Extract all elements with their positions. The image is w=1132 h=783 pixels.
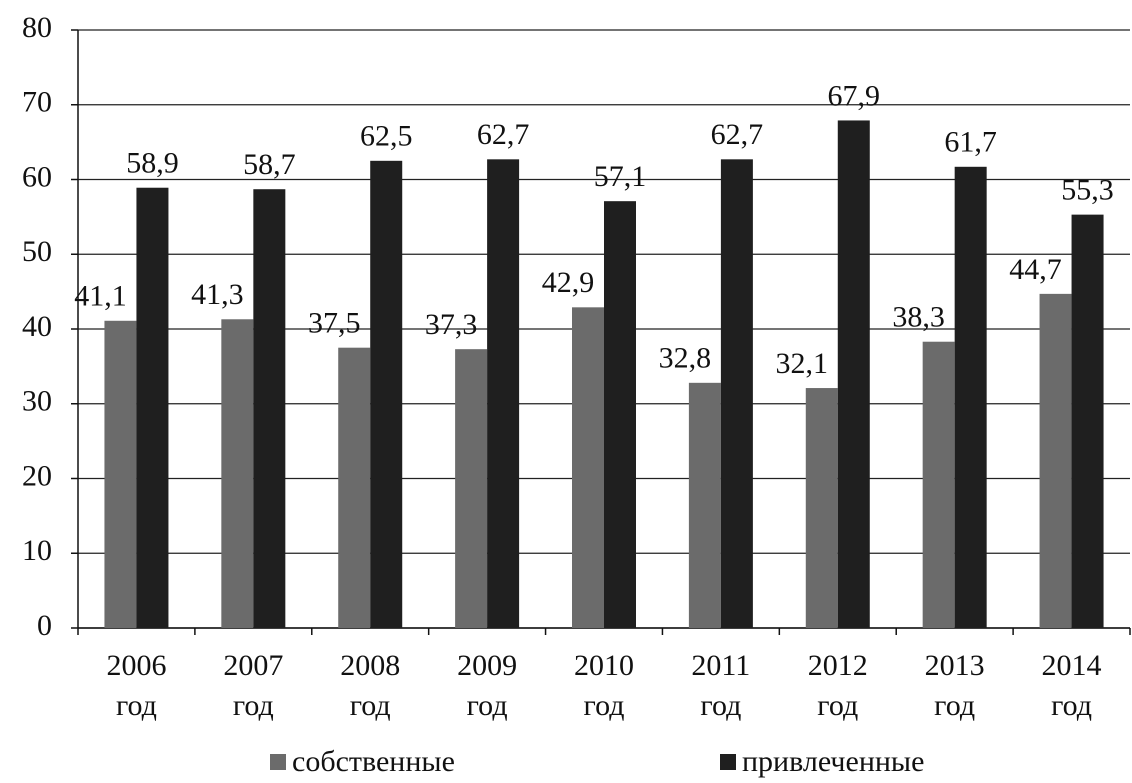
x-tick-label: 2012 год [807,649,868,722]
x-tick-label: 2006 год [106,649,167,722]
y-tick-label: 80 [22,11,52,44]
bar [221,319,254,628]
x-tick-label: 2014 год [1041,649,1102,722]
bar [688,382,721,628]
y-tick-label: 70 [22,86,52,119]
bar [954,166,987,629]
data-label: 62,7 [711,118,764,151]
data-label: 41,3 [191,278,244,311]
data-label: 32,1 [776,347,829,380]
bar [837,120,870,628]
bar [1039,293,1072,628]
data-label: 38,3 [892,301,945,334]
bar [922,341,955,628]
y-tick-label: 0 [37,609,52,642]
data-label: 37,3 [425,308,478,341]
data-label: 37,5 [308,307,361,340]
x-tick-label: 2013 год [924,649,985,722]
y-tick-label: 20 [22,459,52,492]
y-tick-label: 30 [22,385,52,418]
bar [805,388,838,628]
bar [572,307,604,628]
y-tick-label: 50 [22,235,52,268]
data-label: 62,7 [477,118,530,151]
bar [455,349,488,628]
legend-label: собственные [292,745,455,778]
bar [487,159,520,628]
data-label: 55,3 [1061,174,1114,207]
y-tick-label: 10 [22,534,52,567]
bar [370,160,403,628]
data-label: 44,7 [1009,253,1062,286]
x-tick-label: 2009 год [457,649,518,722]
legend-swatch [720,754,736,770]
bar [720,159,753,628]
data-label: 58,7 [243,148,296,181]
bar [1071,214,1104,628]
data-label: 61,7 [944,126,997,159]
legend-swatch [270,754,286,770]
data-label: 67,9 [828,79,881,112]
x-tick-label: 2007 год [223,649,284,722]
data-label: 58,9 [126,147,179,180]
legend-item: собственные [270,745,455,779]
bar [136,187,169,628]
bar [253,189,286,628]
x-tick-label: 2010 год [574,649,634,722]
bar [104,320,137,628]
data-label: 62,5 [360,120,413,153]
legend-item: привлеченные [720,745,924,779]
bar [604,201,636,629]
data-label: 41,1 [74,280,127,313]
bar [338,347,371,628]
data-label: 32,8 [659,342,712,375]
y-tick-label: 60 [22,160,52,193]
legend-label: привлеченные [742,745,925,778]
data-label: 57,1 [594,160,647,193]
data-label: 42,9 [542,266,595,299]
y-tick-label: 40 [22,310,52,343]
x-tick-label: 2011 год [691,649,751,722]
x-tick-label: 2008 год [340,649,401,722]
